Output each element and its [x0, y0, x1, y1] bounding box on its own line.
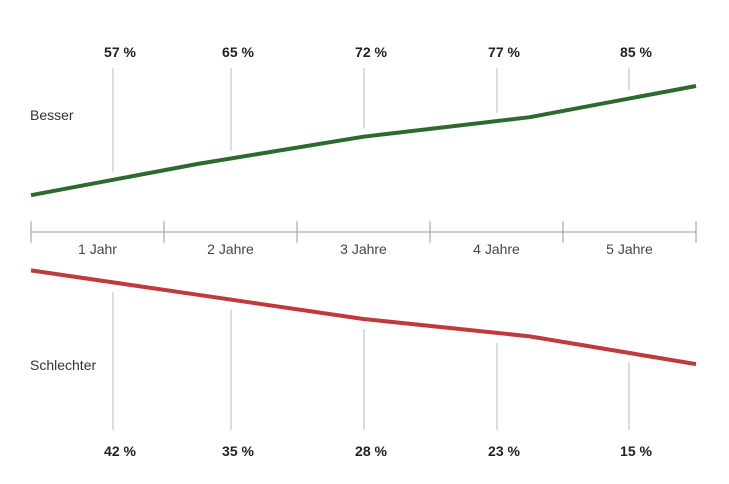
series-label-schlechter: Schlechter	[30, 357, 96, 373]
data-label-schlechter: 35 %	[222, 443, 254, 459]
leader-lines	[112, 68, 630, 430]
data-label-besser: 72 %	[355, 44, 387, 60]
data-label-schlechter: 42 %	[104, 443, 136, 459]
data-label-besser: 57 %	[104, 44, 136, 60]
series-line-schlechter	[30, 268, 697, 367]
data-label-besser: 77 %	[488, 44, 520, 60]
data-labels: 57 % 42 % 65 % 35 % 72 % 28 % 77 % 23 % 85 % 15 %	[104, 44, 652, 459]
data-label-schlechter: 15 %	[620, 443, 652, 459]
series-lines	[30, 84, 697, 367]
data-label-besser: 65 %	[222, 44, 254, 60]
x-tick-label: 3 Jahre	[340, 241, 387, 257]
series-line-besser	[30, 84, 697, 198]
data-label-schlechter: 23 %	[488, 443, 520, 459]
x-axis: 1 Jahr 2 Jahre 3 Jahre 4 Jahre 5 Jahre	[30, 221, 697, 257]
x-tick-label: 2 Jahre	[207, 241, 254, 257]
x-tick-label: 1 Jahr	[78, 241, 117, 257]
series-label-besser: Besser	[30, 107, 74, 123]
x-tick-label: 5 Jahre	[606, 241, 653, 257]
data-label-schlechter: 28 %	[355, 443, 387, 459]
data-label-besser: 85 %	[620, 44, 652, 60]
x-tick-label: 4 Jahre	[473, 241, 520, 257]
